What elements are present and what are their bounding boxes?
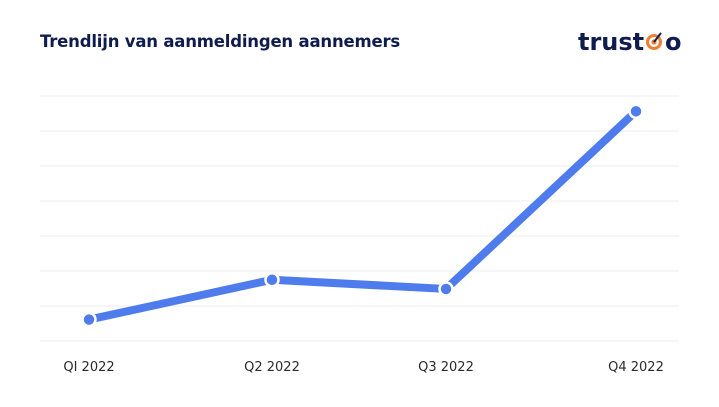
series-layer	[85, 107, 640, 324]
trustoo-logo: trust o	[577, 26, 687, 60]
data-point-1	[81, 311, 97, 328]
x-tick-labels: QI 2022 Q2 2022 Q3 2022 Q4 2022	[63, 360, 664, 375]
logo-text-after: o	[665, 28, 682, 56]
logo-text-before: trust	[578, 28, 644, 56]
x-tick-label: Q3 2022	[418, 360, 474, 375]
data-point-4	[628, 103, 644, 120]
x-tick-label: Q2 2022	[244, 360, 300, 375]
target-icon	[646, 32, 662, 50]
x-tick-label: QI 2022	[63, 360, 114, 375]
chart-title: Trendlijn van aanmeldingen aannemers	[40, 32, 401, 51]
x-tick-label: Q4 2022	[608, 360, 664, 375]
data-point-3	[438, 281, 454, 297]
grid-lines	[40, 95, 679, 342]
data-point-2	[264, 272, 280, 288]
marker-layer	[81, 103, 644, 328]
series-line	[85, 107, 640, 324]
